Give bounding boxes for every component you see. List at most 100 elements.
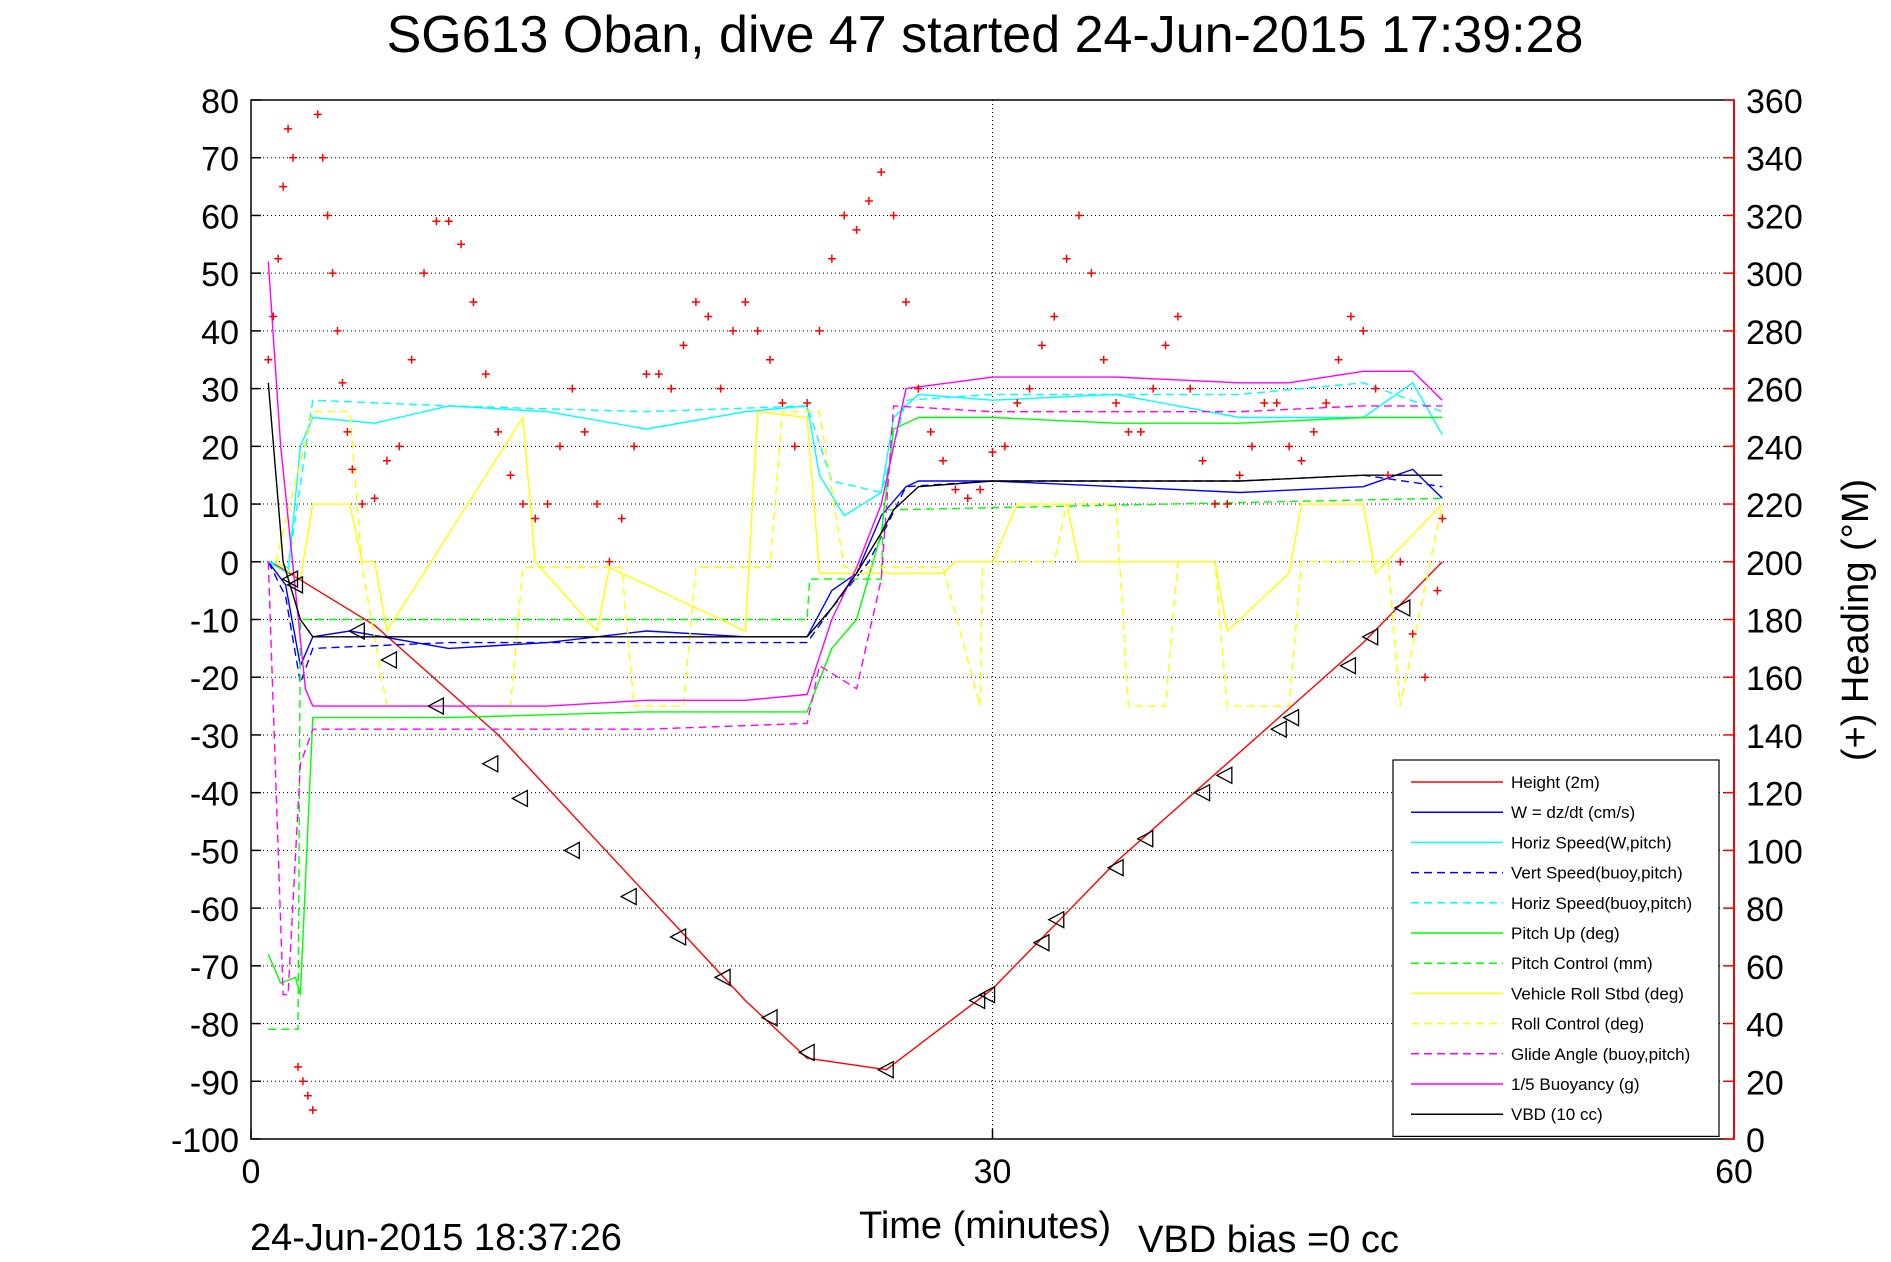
heading-point	[343, 427, 352, 436]
depth-marker	[1136, 829, 1154, 848]
heading-point	[815, 326, 824, 335]
y-axis-left: -100-90-80-70-60-50-40-30-20-10010203040…	[171, 83, 261, 1160]
x-axis: 0 30 60	[242, 1129, 1753, 1191]
y2-tick-label: 340	[1746, 141, 1803, 179]
heading-point	[1112, 399, 1121, 408]
heading-point	[580, 427, 589, 436]
y2-tick-label: 120	[1746, 776, 1803, 814]
heading-point	[741, 298, 750, 307]
heading-point	[284, 124, 293, 133]
heading-point	[679, 341, 688, 350]
heading-point	[1050, 312, 1059, 321]
heading-point	[494, 427, 503, 436]
heading-point	[555, 442, 564, 451]
y-tick-label: -70	[190, 949, 239, 987]
heading-point	[1346, 312, 1355, 321]
y2-tick-label: 220	[1746, 487, 1803, 525]
heading-point	[1210, 500, 1219, 509]
y-tick-label: -20	[190, 660, 239, 698]
legend-label: Pitch Up (deg)	[1511, 924, 1620, 943]
heading-point	[753, 326, 762, 335]
heading-point	[274, 254, 283, 263]
y-tick-label: -60	[190, 891, 239, 929]
series-layer	[267, 261, 1443, 1071]
y2-tick-label: 200	[1746, 545, 1803, 583]
heading-point	[348, 465, 357, 474]
heading-point	[298, 1077, 307, 1086]
depth-marker	[1282, 708, 1300, 727]
legend-label: Roll Control (deg)	[1511, 1015, 1644, 1034]
depth-marker	[978, 985, 996, 1004]
heading-point	[444, 217, 453, 226]
heading-point	[963, 494, 972, 503]
depth-marker	[1215, 766, 1233, 785]
y-tick-label: 0	[220, 545, 239, 583]
legend-label: Horiz Speed(buoy,pitch)	[1511, 894, 1692, 913]
heading-point	[506, 471, 515, 480]
heading-point	[313, 110, 322, 119]
marker-layer	[281, 570, 1411, 1079]
heading-point	[617, 514, 626, 523]
depth-marker	[347, 621, 365, 641]
series-glide	[267, 405, 1443, 996]
legend-label: Vehicle Roll Stbd (deg)	[1511, 984, 1684, 1003]
depth-marker	[1032, 933, 1050, 952]
heading-point	[1124, 427, 1133, 436]
series-pitch_control	[268, 497, 1443, 1031]
x-tick-label: 30	[974, 1153, 1012, 1191]
series-vbd	[267, 382, 1443, 638]
heading-point	[1161, 341, 1170, 350]
heading-point	[691, 298, 700, 307]
heading-point	[293, 1062, 302, 1071]
heading-point	[1334, 355, 1343, 364]
heading-point	[778, 399, 787, 408]
heading-point	[1248, 442, 1257, 451]
heading-point	[518, 500, 527, 509]
y-tick-label: 40	[201, 314, 239, 352]
y-tick-label: -40	[190, 776, 239, 814]
y2-tick-label: 240	[1746, 429, 1803, 467]
y-tick-label: -80	[190, 1007, 239, 1045]
heading-point	[1309, 427, 1318, 436]
heading-point	[1149, 384, 1158, 393]
heading-point	[407, 355, 416, 364]
heading-point	[864, 197, 873, 206]
heading-point	[531, 514, 540, 523]
heading-point	[264, 355, 273, 364]
y2-tick-label: 160	[1746, 660, 1803, 698]
heading-point	[988, 448, 997, 457]
y2-axis-label: (+) Heading (°M)	[1835, 479, 1877, 761]
legend: Height (2m) W = dz/dt (cm/s) Horiz Speed(W…	[1392, 759, 1720, 1137]
heading-point	[1297, 456, 1306, 465]
heading-point	[803, 399, 812, 408]
y-tick-label: -100	[171, 1122, 239, 1160]
depth-marker	[968, 991, 986, 1010]
legend-label: Pitch Control (mm)	[1511, 954, 1653, 973]
y-tick-label: 10	[201, 487, 239, 525]
heading-point	[1408, 629, 1417, 638]
heading-point	[605, 557, 614, 566]
heading-point	[1421, 673, 1430, 682]
heading-point	[370, 494, 379, 503]
heading-point	[642, 370, 651, 379]
y2-tick-label: 40	[1746, 1007, 1784, 1045]
heading-point	[395, 442, 404, 451]
heading-point	[382, 456, 391, 465]
y-tick-label: 80	[201, 83, 239, 121]
depth-marker	[1193, 783, 1211, 802]
heading-point	[1013, 399, 1022, 408]
y2-tick-label: 280	[1746, 314, 1803, 352]
legend-label: Horiz Speed(W,pitch)	[1511, 833, 1672, 852]
depth-marker	[1047, 910, 1065, 929]
series-roll	[275, 411, 1443, 632]
heading-point	[1075, 211, 1084, 220]
depth-marker	[1106, 858, 1124, 877]
series-buoyancy	[267, 261, 1443, 707]
heading-point	[1396, 557, 1405, 566]
x-tick-label: 60	[1715, 1153, 1753, 1191]
heading-point	[951, 485, 960, 494]
heading-point	[1438, 514, 1447, 523]
depth-marker	[562, 841, 580, 860]
depth-marker	[1393, 598, 1411, 618]
